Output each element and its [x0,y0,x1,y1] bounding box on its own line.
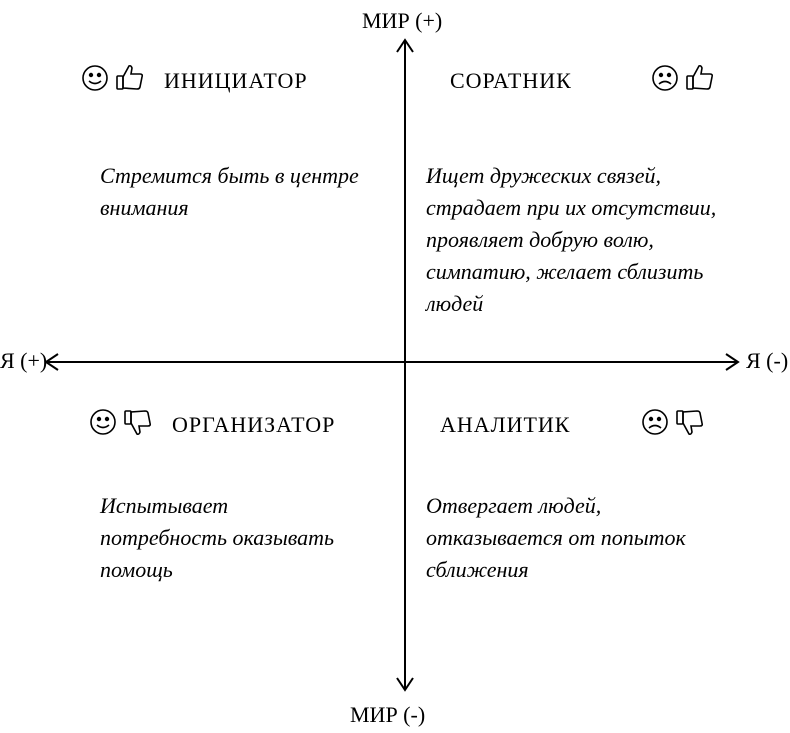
desc-bottom-left: Испытывает потребность оказывать помощь [100,490,360,586]
icons-bottom-left [88,406,154,438]
axis-label-left: Я (+) [0,348,47,374]
thumb-up-icon [684,62,716,94]
desc-bottom-right: Отвергает людей, отказывается от попыток… [426,490,706,586]
sad-face-icon [640,407,670,437]
happy-face-icon [88,407,118,437]
title-bottom-right: АНАЛИТИК [440,412,570,438]
axes-svg [0,0,790,733]
title-bottom-left: ОРГАНИЗАТОР [172,412,335,438]
title-top-right: СОРАТНИК [450,68,572,94]
sad-face-icon [650,63,680,93]
axis-label-bottom: МИР (-) [350,702,425,728]
desc-top-left: Стремится быть в центре внимания [100,160,370,224]
thumb-up-icon [114,62,146,94]
desc-top-right: Ищет дружеских связей, страдает при их о… [426,160,726,319]
axis-label-right: Я (-) [746,348,788,374]
title-top-left: ИНИЦИАТОР [164,68,308,94]
icons-top-right [650,62,716,94]
thumb-down-icon [122,406,154,438]
thumb-down-icon [674,406,706,438]
icons-bottom-right [640,406,706,438]
icons-top-left [80,62,146,94]
happy-face-icon [80,63,110,93]
axis-label-top: МИР (+) [362,8,442,34]
